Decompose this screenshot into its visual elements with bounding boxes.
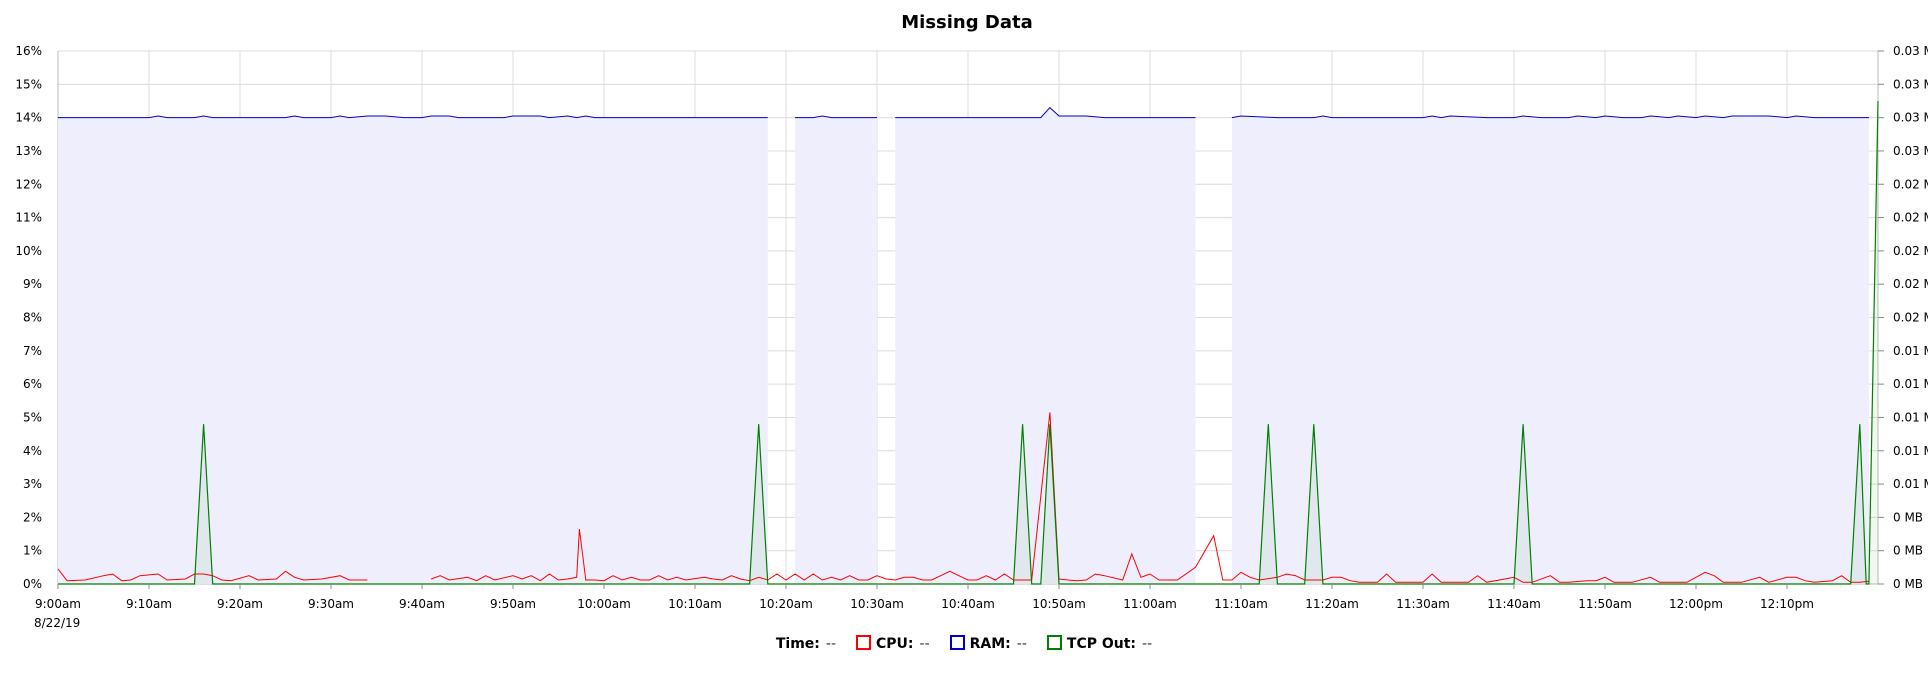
x-tick-label: 11:00am [1123, 597, 1177, 611]
y-tick-label: 11% [15, 211, 42, 225]
series-line-ram [1231, 115, 1869, 119]
x-tick-label: 11:30am [1396, 597, 1450, 611]
y-right-tick-label: 0.01 MB [1893, 477, 1928, 491]
series-area-ram [895, 107, 1196, 584]
y-right-tick-label: 0.02 MB [1893, 277, 1928, 291]
y-right-tick-label: 0.01 MB [1893, 410, 1928, 424]
series-line-tcp-out [58, 100, 1879, 585]
series-area-ram [1231, 116, 1869, 584]
y-tick-label: 10% [15, 244, 42, 258]
legend-item: Time: -- [776, 636, 836, 652]
legend-label: TCP Out: [1066, 636, 1137, 652]
y-axis-left: 0% 1% 2% 3% 4% 5% 6% 7% 8% 9% 10% 11% 12% 13% 14% 15% 16… [15, 44, 42, 591]
y-right-tick-label: 0.01 MB [1893, 344, 1928, 358]
y-right-tick-label: 0 MB [1893, 544, 1923, 558]
ram-area [58, 107, 1869, 584]
series-line-ram [895, 106, 1196, 119]
y-tick-label: 7% [23, 344, 42, 358]
series-line-cpu [57, 568, 368, 582]
series-line-cpu [430, 412, 1869, 583]
x-tick-label: 9:30am [308, 597, 354, 611]
y-right-tick-label: 0.02 MB [1893, 311, 1928, 325]
series-line-ram [58, 115, 768, 119]
series-area-ram [795, 116, 877, 584]
legend-label: CPU: [876, 636, 914, 652]
legend-swatch [856, 635, 871, 650]
x-tick-label: 10:10am [668, 597, 722, 611]
x-tick-label: 10:00am [577, 597, 631, 611]
x-tick-label: 9:00am [35, 597, 81, 611]
x-tick-label: 9:10am [126, 597, 172, 611]
y-tick-label: 12% [15, 177, 42, 191]
x-tick-label: 10:20am [759, 597, 813, 611]
legend-value: -- [1142, 636, 1153, 652]
y-tick-label: 2% [23, 510, 42, 524]
x-tick-label: 11:40am [1487, 597, 1541, 611]
legend-swatch [949, 635, 965, 650]
y-right-tick-label: 0.02 MB [1893, 177, 1928, 191]
legend-value: -- [1016, 636, 1027, 652]
y-right-tick-label: 0.02 MB [1893, 211, 1928, 225]
y-right-tick-label: 0.03 MB [1893, 144, 1928, 158]
legend-item: TCP Out: -- [1046, 635, 1153, 652]
x-axis: 9:00am 9:10am 9:20am 9:30am 9:40am 9:50am 10:0… [35, 584, 1814, 611]
legend-swatch [1046, 635, 1062, 650]
y-tick-label: 14% [15, 111, 42, 125]
y-axis-right: 0 MB 0 MB 0 MB 0.01 MB 0.01 MB 0.01 MB 0.01 MB… [1878, 44, 1928, 591]
legend-item: CPU: -- [856, 635, 930, 652]
legend-value: -- [825, 635, 836, 652]
y-right-tick-label: 0.01 MB [1893, 444, 1928, 458]
chart-title: Missing Data [901, 12, 1032, 33]
series-layer [57, 100, 1879, 585]
y-tick-label: 15% [15, 77, 42, 91]
legend-label: Time: [775, 635, 820, 652]
x-date-label: 8/22/19 [34, 616, 80, 630]
y-right-tick-label: 0.03 MB [1893, 111, 1928, 125]
x-tick-label: 11:50am [1578, 597, 1632, 611]
x-tick-label: 9:20am [217, 597, 263, 611]
x-tick-label: 10:30am [850, 597, 904, 611]
legend-value: -- [919, 636, 930, 652]
x-tick-label: 11:10am [1214, 597, 1268, 611]
y-tick-label: 8% [23, 311, 42, 325]
legend-item: RAM: -- [949, 635, 1027, 652]
y-tick-label: 16% [15, 44, 42, 58]
x-tick-label: 9:50am [490, 597, 536, 611]
x-tick-label: 12:00pm [1669, 597, 1723, 611]
series-area-ram [58, 116, 768, 584]
y-right-tick-label: 0.02 MB [1893, 244, 1928, 258]
y-tick-label: 13% [15, 144, 42, 158]
y-tick-label: 4% [23, 444, 42, 458]
x-tick-label: 11:20am [1305, 597, 1359, 611]
x-tick-label: 10:40am [941, 597, 995, 611]
y-right-tick-label: 0.03 MB [1893, 77, 1928, 91]
x-tick-label: 9:40am [399, 597, 445, 611]
y-right-tick-label: 0 MB [1893, 510, 1923, 524]
y-tick-label: 5% [23, 410, 42, 424]
x-tick-label: 12:10pm [1760, 597, 1814, 611]
series-line-ram [795, 115, 877, 119]
y-tick-label: 1% [23, 544, 42, 558]
y-right-tick-label: 0.03 MB [1893, 44, 1928, 58]
y-tick-label: 9% [23, 277, 42, 291]
y-right-tick-label: 0.01 MB [1893, 377, 1928, 391]
legend: Time: -- CPU: -- RAM: -- TCP Out: -- [0, 635, 1928, 652]
y-tick-label: 6% [23, 377, 42, 391]
legend-label: RAM: [969, 636, 1011, 652]
y-tick-label: 3% [23, 477, 42, 491]
y-right-tick-label: 0 MB [1893, 577, 1923, 591]
x-tick-label: 10:50am [1032, 597, 1086, 611]
y-tick-label: 0% [23, 577, 42, 591]
